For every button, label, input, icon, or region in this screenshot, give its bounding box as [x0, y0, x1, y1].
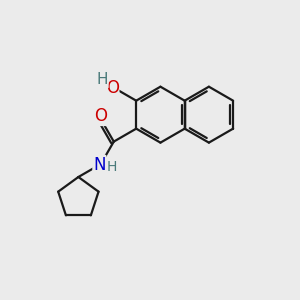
- Text: H: H: [96, 72, 108, 87]
- Text: H: H: [107, 160, 117, 174]
- Text: O: O: [94, 107, 107, 125]
- Text: O: O: [106, 79, 119, 97]
- Text: N: N: [93, 156, 106, 174]
